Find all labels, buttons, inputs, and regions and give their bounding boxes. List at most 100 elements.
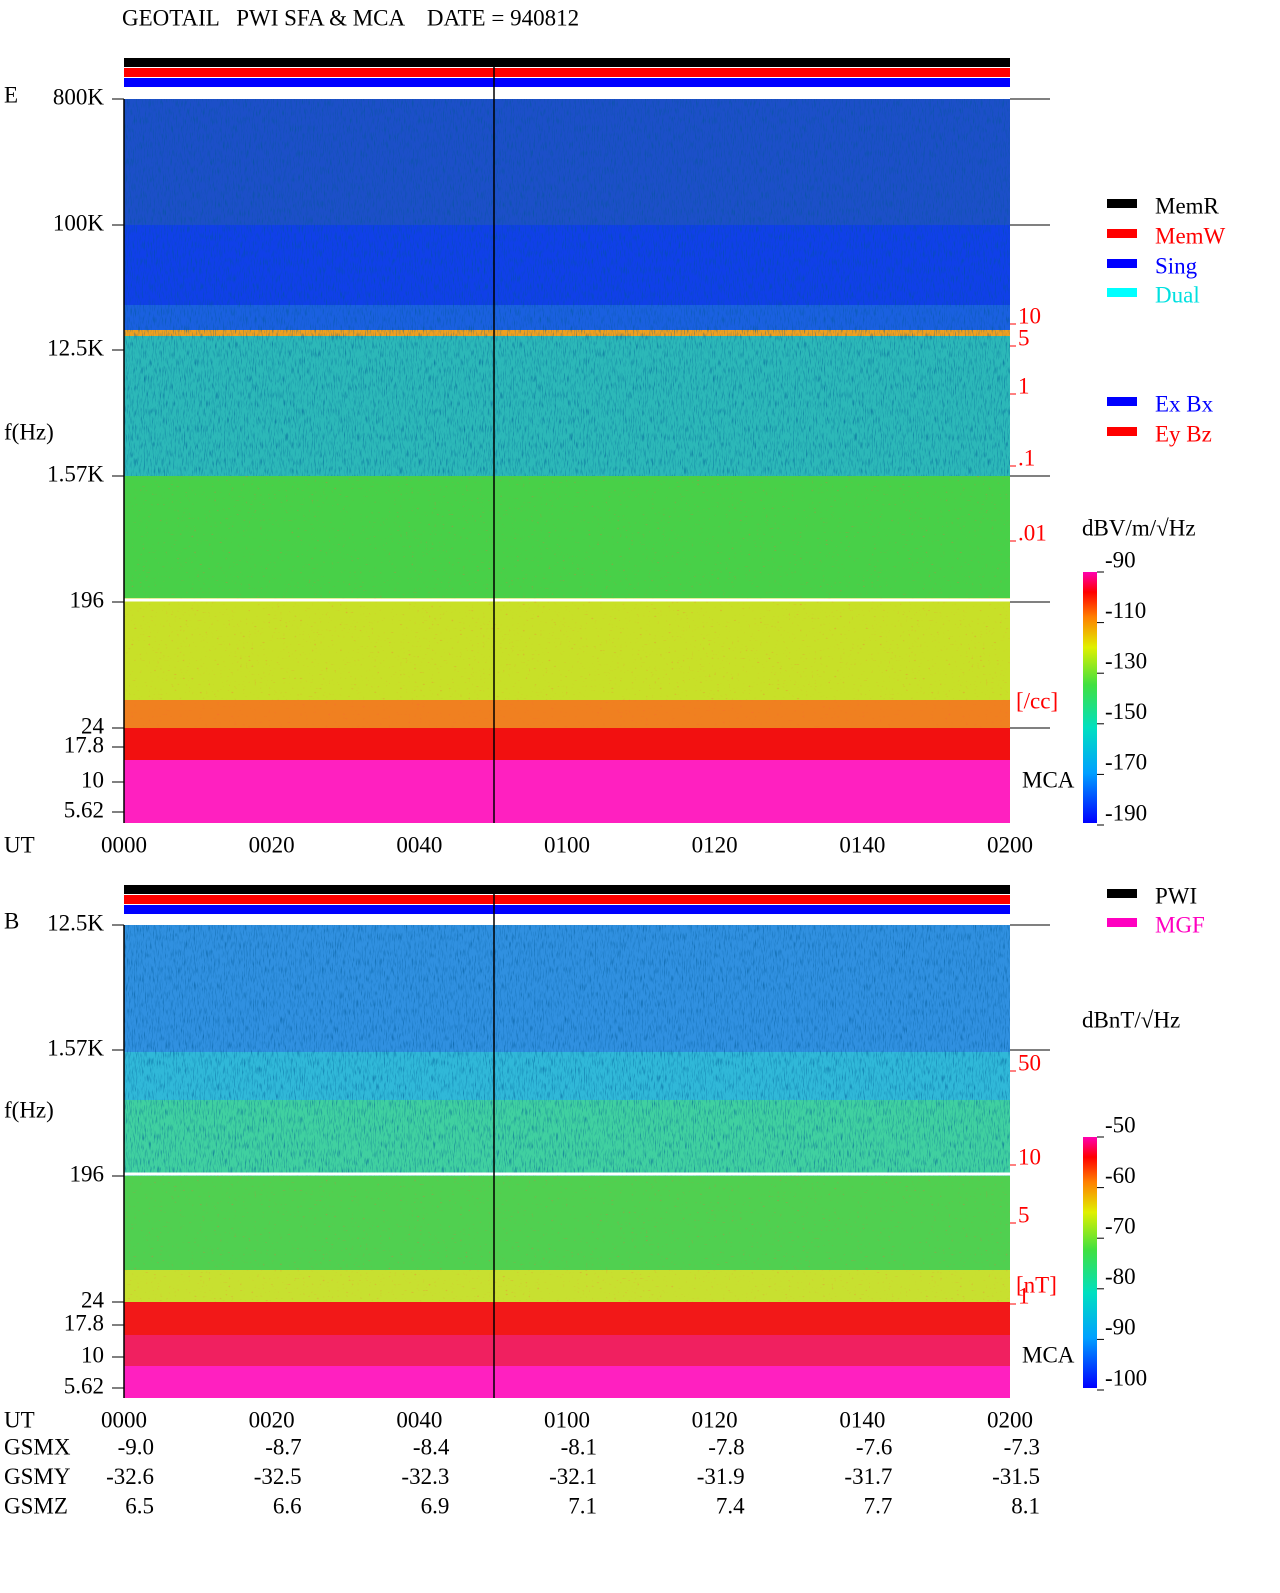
time-tick-label: 0020 (249, 1407, 295, 1432)
time-axis-label: UT (4, 832, 35, 857)
legend-label: MGF (1155, 912, 1205, 937)
legend-swatch (1107, 889, 1137, 898)
status-bar (124, 885, 1010, 894)
orbit-value: -7.8 (708, 1434, 744, 1459)
freq-tick-label: 17.8 (64, 1310, 104, 1335)
spectrogram-texture (124, 476, 1010, 728)
legend-label: Ex Bx (1155, 391, 1214, 416)
freq-tick-label: 5.62 (64, 797, 104, 822)
colorbar-tick-label: -50 (1105, 1112, 1136, 1137)
panel-label: B (4, 908, 19, 933)
orbit-value: 6.5 (125, 1493, 154, 1518)
colorbar-unit: dBnT/√Hz (1082, 1007, 1180, 1032)
density-tick-label: 5 (1018, 325, 1030, 350)
time-tick-label: 0000 (101, 832, 147, 857)
legend-label: Dual (1155, 282, 1200, 307)
orbit-value: -31.9 (697, 1464, 745, 1489)
legend-label: MemR (1155, 193, 1220, 218)
spectrogram-band (124, 728, 1010, 760)
legend-swatch (1107, 288, 1137, 297)
colorbar-tick-label: -90 (1105, 547, 1136, 572)
orbit-value: -31.7 (844, 1464, 892, 1489)
freq-tick-label: 800K (53, 84, 105, 109)
freq-tick-label: 5.62 (64, 1373, 104, 1398)
orbit-value: 6.6 (273, 1493, 302, 1518)
orbit-label: GSMX (4, 1434, 71, 1459)
status-bar (124, 58, 1010, 67)
status-bar (124, 68, 1010, 77)
legend-label: PWI (1155, 883, 1197, 908)
legend-label: MemW (1155, 223, 1226, 248)
title: GEOTAIL PWI SFA & MCA DATE = 940812 (122, 5, 579, 30)
legend-swatch (1107, 259, 1137, 268)
density-tick-label: .1 (1018, 445, 1035, 470)
density-tick-label: 1 (1018, 1283, 1030, 1308)
orbit-value: -32.5 (254, 1464, 302, 1489)
orbit-value: -32.1 (549, 1464, 597, 1489)
spectrogram-band (124, 1366, 1010, 1398)
legend-swatch (1107, 229, 1137, 238)
orbit-value: -7.3 (1004, 1434, 1040, 1459)
freq-tick-label: 10 (81, 767, 104, 792)
density-tick-label: 10 (1018, 303, 1041, 328)
spectrogram-band (124, 1302, 1010, 1335)
time-tick-label: 0100 (544, 1407, 590, 1432)
orbit-value: -7.6 (856, 1434, 892, 1459)
density-tick-label: 5 (1018, 1202, 1030, 1227)
y-axis-label: f(Hz) (4, 1097, 54, 1122)
mca-label: MCA (1022, 1342, 1075, 1367)
time-tick-label: 0120 (692, 832, 738, 857)
orbit-value: -8.4 (413, 1434, 450, 1459)
colorbar (1083, 1137, 1097, 1388)
freq-tick-label: 1.57K (47, 1035, 104, 1060)
colorbar-tick-label: -80 (1105, 1264, 1136, 1289)
legend-swatch (1107, 427, 1137, 436)
orbit-value: 7.4 (716, 1493, 745, 1518)
colorbar-tick-label: -110 (1105, 598, 1146, 623)
time-tick-label: 0140 (839, 832, 885, 857)
freq-tick-label: 12.5K (47, 910, 104, 935)
orbit-label: GSMZ (4, 1493, 68, 1518)
orbit-label: GSMY (4, 1464, 71, 1489)
time-tick-label: 0120 (692, 1407, 738, 1432)
freq-tick-label: 24 (81, 1287, 105, 1312)
orbit-value: -9.0 (118, 1434, 154, 1459)
status-bar (124, 895, 1010, 904)
freq-tick-label: 196 (70, 1161, 105, 1186)
colorbar-tick-label: -90 (1105, 1315, 1136, 1340)
y-axis-label: f(Hz) (4, 419, 54, 444)
time-tick-label: 0020 (249, 832, 295, 857)
panel-label: E (4, 82, 18, 107)
colorbar-tick-label: -60 (1105, 1163, 1136, 1188)
legend-swatch (1107, 918, 1137, 927)
plots: Ef(Hz)800K100K12.5K1.57K1962417.8105.621… (4, 58, 1226, 1518)
freq-tick-label: 100K (53, 210, 105, 235)
colorbar-tick-label: -170 (1105, 750, 1147, 775)
status-bar (124, 905, 1010, 914)
time-tick-label: 0040 (396, 1407, 442, 1432)
status-bar (124, 78, 1010, 87)
orbit-value: -32.6 (106, 1464, 154, 1489)
density-tick-label: 1 (1018, 373, 1030, 398)
time-tick-label: 0100 (544, 832, 590, 857)
orbit-value: -31.5 (992, 1464, 1040, 1489)
orbit-value: -8.7 (265, 1434, 301, 1459)
colorbar-tick-label: -150 (1105, 699, 1147, 724)
spectrogram-texture (124, 99, 1010, 476)
freq-tick-label: 196 (70, 587, 105, 612)
time-axis-label: UT (4, 1407, 35, 1432)
density-tick-label: 50 (1018, 1050, 1041, 1075)
time-tick-label: 0000 (101, 1407, 147, 1432)
time-tick-label: 0040 (396, 832, 442, 857)
orbit-value: -32.3 (401, 1464, 449, 1489)
density-unit: [/cc] (1016, 688, 1058, 713)
colorbar-tick-label: -130 (1105, 648, 1147, 673)
orbit-value: 8.1 (1011, 1493, 1040, 1518)
freq-tick-label: 10 (81, 1342, 104, 1367)
colorbar-tick-label: -100 (1105, 1365, 1147, 1390)
legend-swatch (1107, 397, 1137, 406)
freq-tick-label: 24 (81, 713, 105, 738)
legend-label: Ey Bz (1155, 421, 1212, 446)
colorbar-tick-label: -70 (1105, 1213, 1136, 1238)
density-tick-label: 10 (1018, 1144, 1041, 1169)
